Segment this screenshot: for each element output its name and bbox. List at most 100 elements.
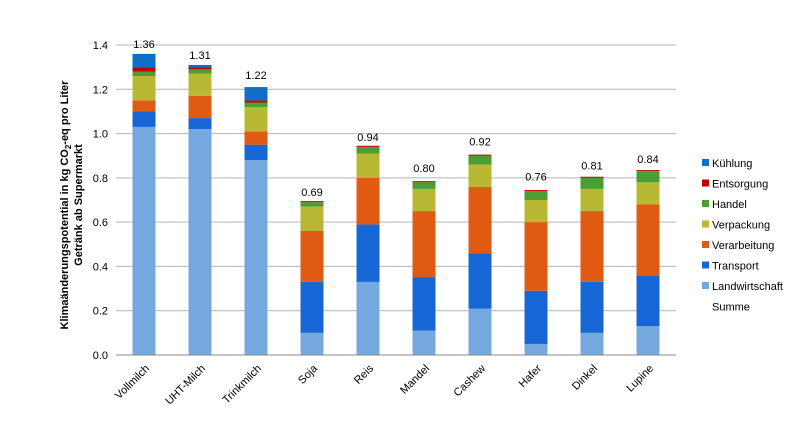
legend-item-label: Kühlung (712, 158, 752, 170)
bar-segment-transport (132, 111, 156, 127)
bar-segment-handel (636, 171, 660, 183)
bar-segment-transport (300, 281, 324, 333)
legend-item-label: Handel (712, 199, 747, 211)
total-labels: 1.36 1.31 1.22 0.69 0.94 0.80 0.92 0.76 0.81 0.84 (133, 39, 658, 199)
x-category-label: Hafer (517, 362, 545, 390)
y-axis-label-line1: Klimaänderungspotential in kg CO2-eq pro… (59, 80, 73, 330)
bar-segment-verpackung (356, 153, 380, 178)
bar-segment-landwirtschaft (580, 332, 604, 355)
bar-segment-entsorgung (300, 201, 324, 203)
legend-swatch (702, 200, 709, 207)
total-label: 0.81 (581, 161, 602, 173)
bars (132, 53, 660, 355)
legend-item-label: Verarbeitung (712, 240, 774, 252)
x-category-label: Lupine (624, 363, 656, 395)
bar-segment-entsorgung (580, 176, 604, 178)
bar-segment-entsorgung (188, 67, 212, 70)
bar-segment-landwirtschaft (188, 129, 212, 355)
bar-segment-verpackung (580, 188, 604, 212)
bar-segment-landwirtschaft (132, 126, 156, 355)
bar-segment-landwirtschaft (636, 326, 660, 355)
bar-segment-handel (524, 191, 548, 200)
legend-swatch (702, 282, 709, 289)
bar-segment-kühlung (244, 87, 268, 101)
bar-segment-entsorgung (468, 154, 492, 156)
bar-segment-handel (356, 146, 380, 154)
bar-segment-landwirtschaft (300, 332, 324, 355)
total-label: 0.69 (301, 187, 322, 199)
x-category-label: Mandel (398, 363, 432, 397)
legend-swatch (702, 220, 709, 228)
bar-segment-transport (356, 224, 380, 282)
bar-segment-verpackung (300, 206, 324, 231)
bar-segment-handel (580, 177, 604, 189)
y-tick-label: 1.2 (93, 84, 108, 96)
bar-segment-landwirtschaft (244, 160, 268, 355)
total-label: 0.92 (469, 136, 490, 148)
bar-segment-transport (636, 275, 660, 327)
legend-item-label: Transport (712, 261, 759, 273)
bar-segment-verarbeitung (468, 186, 492, 254)
bar-segment-handel (244, 102, 268, 107)
bar-segment-transport (524, 290, 548, 344)
bar-segment-transport (580, 281, 604, 333)
bar-segment-verpackung (244, 107, 268, 132)
legend-item-label: Landwirtschaft (712, 281, 783, 293)
legend-item-label: Verpackung (712, 220, 770, 232)
bar-segment-verpackung (636, 182, 660, 205)
bar-segment-transport (412, 277, 436, 331)
total-label: 0.84 (637, 154, 658, 166)
bar-segment-verpackung (132, 76, 156, 101)
legend-item-label: Summe (712, 302, 750, 314)
bar-segment-kühlung (188, 64, 212, 68)
bar-segment-handel (132, 71, 156, 76)
x-category-label: UHT-Milch (163, 363, 208, 408)
bar-segment-verarbeitung (244, 131, 268, 145)
bar-segment-verpackung (524, 200, 548, 223)
y-tick-label: 1.4 (93, 40, 108, 52)
y-tick-label: 0.8 (93, 173, 108, 185)
bar-segment-kühlung (132, 53, 156, 68)
x-category-label: Trinkmilch (220, 363, 264, 407)
bar-segment-verarbeitung (188, 95, 212, 119)
x-category-label: Soja (296, 362, 321, 387)
y-axis-ticks: 0.0 0.2 0.4 0.6 0.8 1.0 1.2 1.4 (93, 40, 108, 362)
bar-segment-verpackung (468, 164, 492, 187)
legend-item-label: Entsorgung (712, 179, 768, 191)
bar-segment-landwirtschaft (468, 308, 492, 355)
total-label: 1.36 (133, 39, 154, 51)
y-tick-label: 0.6 (93, 217, 108, 229)
bar-segment-verarbeitung (580, 211, 604, 282)
bar-segment-verpackung (412, 188, 436, 212)
legend-swatch (702, 179, 709, 187)
bar-segment-handel (300, 202, 324, 207)
bar-segment-landwirtschaft (524, 343, 548, 355)
total-label: 1.22 (245, 70, 266, 82)
bar-segment-landwirtschaft (412, 330, 436, 355)
bar-segment-verarbeitung (524, 222, 548, 291)
legend-swatch (702, 159, 709, 166)
y-tick-label: 0.0 (93, 350, 108, 362)
x-axis-labels: Vollmilch UHT-Milch Trinkmilch Soja Reis Mand… (113, 362, 656, 407)
bar-segment-handel (468, 155, 492, 165)
bar-segment-entsorgung (356, 145, 380, 147)
bar-segment-verpackung (188, 73, 212, 96)
x-category-label: Dinkel (570, 363, 600, 393)
total-label: 0.76 (525, 172, 546, 184)
bar-segment-entsorgung (132, 67, 156, 72)
bar-segment-entsorgung (524, 190, 548, 192)
bar-segment-entsorgung (636, 170, 660, 172)
bar-segment-transport (188, 118, 212, 130)
bar-segment-entsorgung (412, 181, 436, 183)
bar-segment-transport (468, 253, 492, 309)
bar-segment-handel (188, 69, 212, 74)
bar-segment-verarbeitung (300, 231, 324, 282)
bar-segment-verarbeitung (132, 100, 156, 112)
y-tick-label: 0.4 (93, 261, 108, 273)
bar-segment-verarbeitung (636, 204, 660, 276)
legend-swatch (702, 241, 709, 248)
total-label: 0.94 (357, 132, 378, 144)
total-label: 1.31 (189, 50, 210, 62)
x-category-label: Vollmilch (113, 363, 152, 402)
